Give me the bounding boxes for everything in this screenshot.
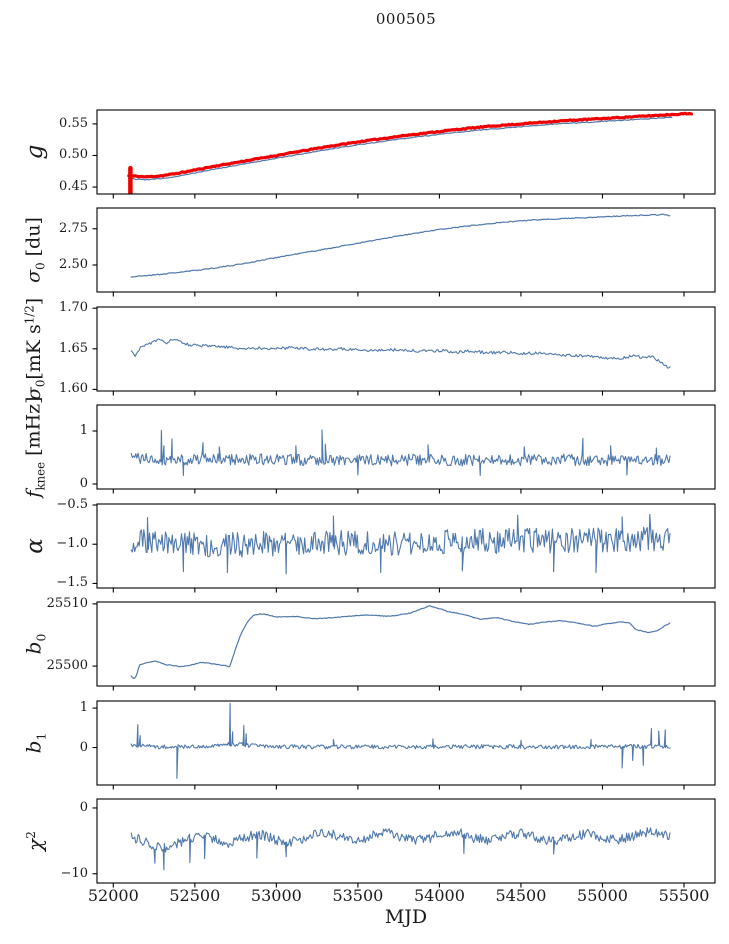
y-tick-label-g: 0.45 <box>59 179 88 195</box>
y-tick-label-fknee: 1 <box>79 422 88 438</box>
y-axis-label-chi2: χ2 <box>23 830 47 852</box>
y-axis-label-b0: b0 <box>21 633 49 655</box>
x-tick-label: 53000 <box>250 886 302 905</box>
series-b1-blue-line <box>130 702 671 779</box>
panel-fknee-series-group <box>130 429 671 477</box>
y-tick-label-chi2: −10 <box>60 865 88 881</box>
panel-sigma0-du-series-group <box>130 213 671 278</box>
panel-sigma0-mk-frame <box>96 306 716 392</box>
plot-title: 000505 <box>375 10 437 28</box>
y-axis-label-b1: b1 <box>21 732 49 754</box>
y-tick-label-alpha: −1.0 <box>56 536 88 552</box>
y-tick-label-sigma0-mk: 1.70 <box>59 300 88 316</box>
y-tick-label-g: 0.55 <box>59 115 88 131</box>
x-tick-label: 55500 <box>658 886 710 905</box>
y-tick-label-b0: 25500 <box>46 658 88 674</box>
series-sigma0-du-blue-line <box>130 213 671 278</box>
y-tick-label-chi2: 0 <box>79 799 88 815</box>
panel-g-series-group <box>127 111 694 194</box>
panel-g-frame <box>96 109 716 195</box>
series-b0-blue-line <box>130 605 671 680</box>
series-chi2-blue-line <box>130 827 671 871</box>
y-axis-label-fknee: fknee [mHz] <box>22 396 48 498</box>
y-tick-label-sigma0-du: 2.50 <box>59 257 88 272</box>
x-tick-label: 53500 <box>332 886 384 905</box>
panel-alpha-frame <box>96 503 716 589</box>
series-g-blue-line <box>128 116 673 181</box>
x-tick-label: 54500 <box>495 886 547 905</box>
y-axis-label-sigma0-du: σ0 [du] <box>22 217 48 283</box>
panel-sigma0-mk-series-group <box>130 338 671 369</box>
series-alpha-blue-line <box>130 513 671 575</box>
panel-b0-series-group <box>130 605 671 680</box>
y-tick-label-fknee: 0 <box>79 476 88 491</box>
panel-b1-frame <box>96 700 716 786</box>
y-axis-label-sigma0-mk: σ0[mK s1/2] <box>22 297 48 401</box>
x-tick-label: 52000 <box>87 886 139 905</box>
y-tick-label-b1: 0 <box>79 739 88 755</box>
y-tick-label-sigma0-mk: 1.65 <box>59 340 88 356</box>
series-sigma0-mk-blue-line <box>130 338 671 369</box>
panel-b0-frame <box>96 601 716 687</box>
y-tick-label-sigma0-mk: 1.60 <box>59 381 88 397</box>
panel-sigma0-du-frame <box>96 207 716 293</box>
y-tick-label-sigma0-du: 2.75 <box>59 220 88 236</box>
y-tick-label-alpha: −1.5 <box>56 575 88 591</box>
series-g-red-line <box>127 111 694 179</box>
y-tick-label-alpha: −0.5 <box>56 497 88 513</box>
y-axis-label-g: g <box>22 144 48 160</box>
series-fknee-blue-line <box>130 429 671 477</box>
y-tick-label-b0: 25510 <box>46 595 88 611</box>
panel-fknee-frame <box>96 404 716 490</box>
panel-alpha-series-group <box>130 513 671 575</box>
panel-chi2-series-group <box>130 827 671 871</box>
panel-chi2-frame <box>96 798 716 884</box>
x-tick-label: 52500 <box>169 886 221 905</box>
x-tick-label: 55000 <box>577 886 628 905</box>
y-tick-label-b1: 1 <box>79 700 88 716</box>
panel-b1-series-group <box>130 702 671 779</box>
y-tick-label-g: 0.50 <box>59 147 88 163</box>
y-axis-label-alpha: α <box>22 538 48 554</box>
x-axis-label: MJD <box>384 906 428 928</box>
x-tick-label: 54000 <box>413 886 465 905</box>
